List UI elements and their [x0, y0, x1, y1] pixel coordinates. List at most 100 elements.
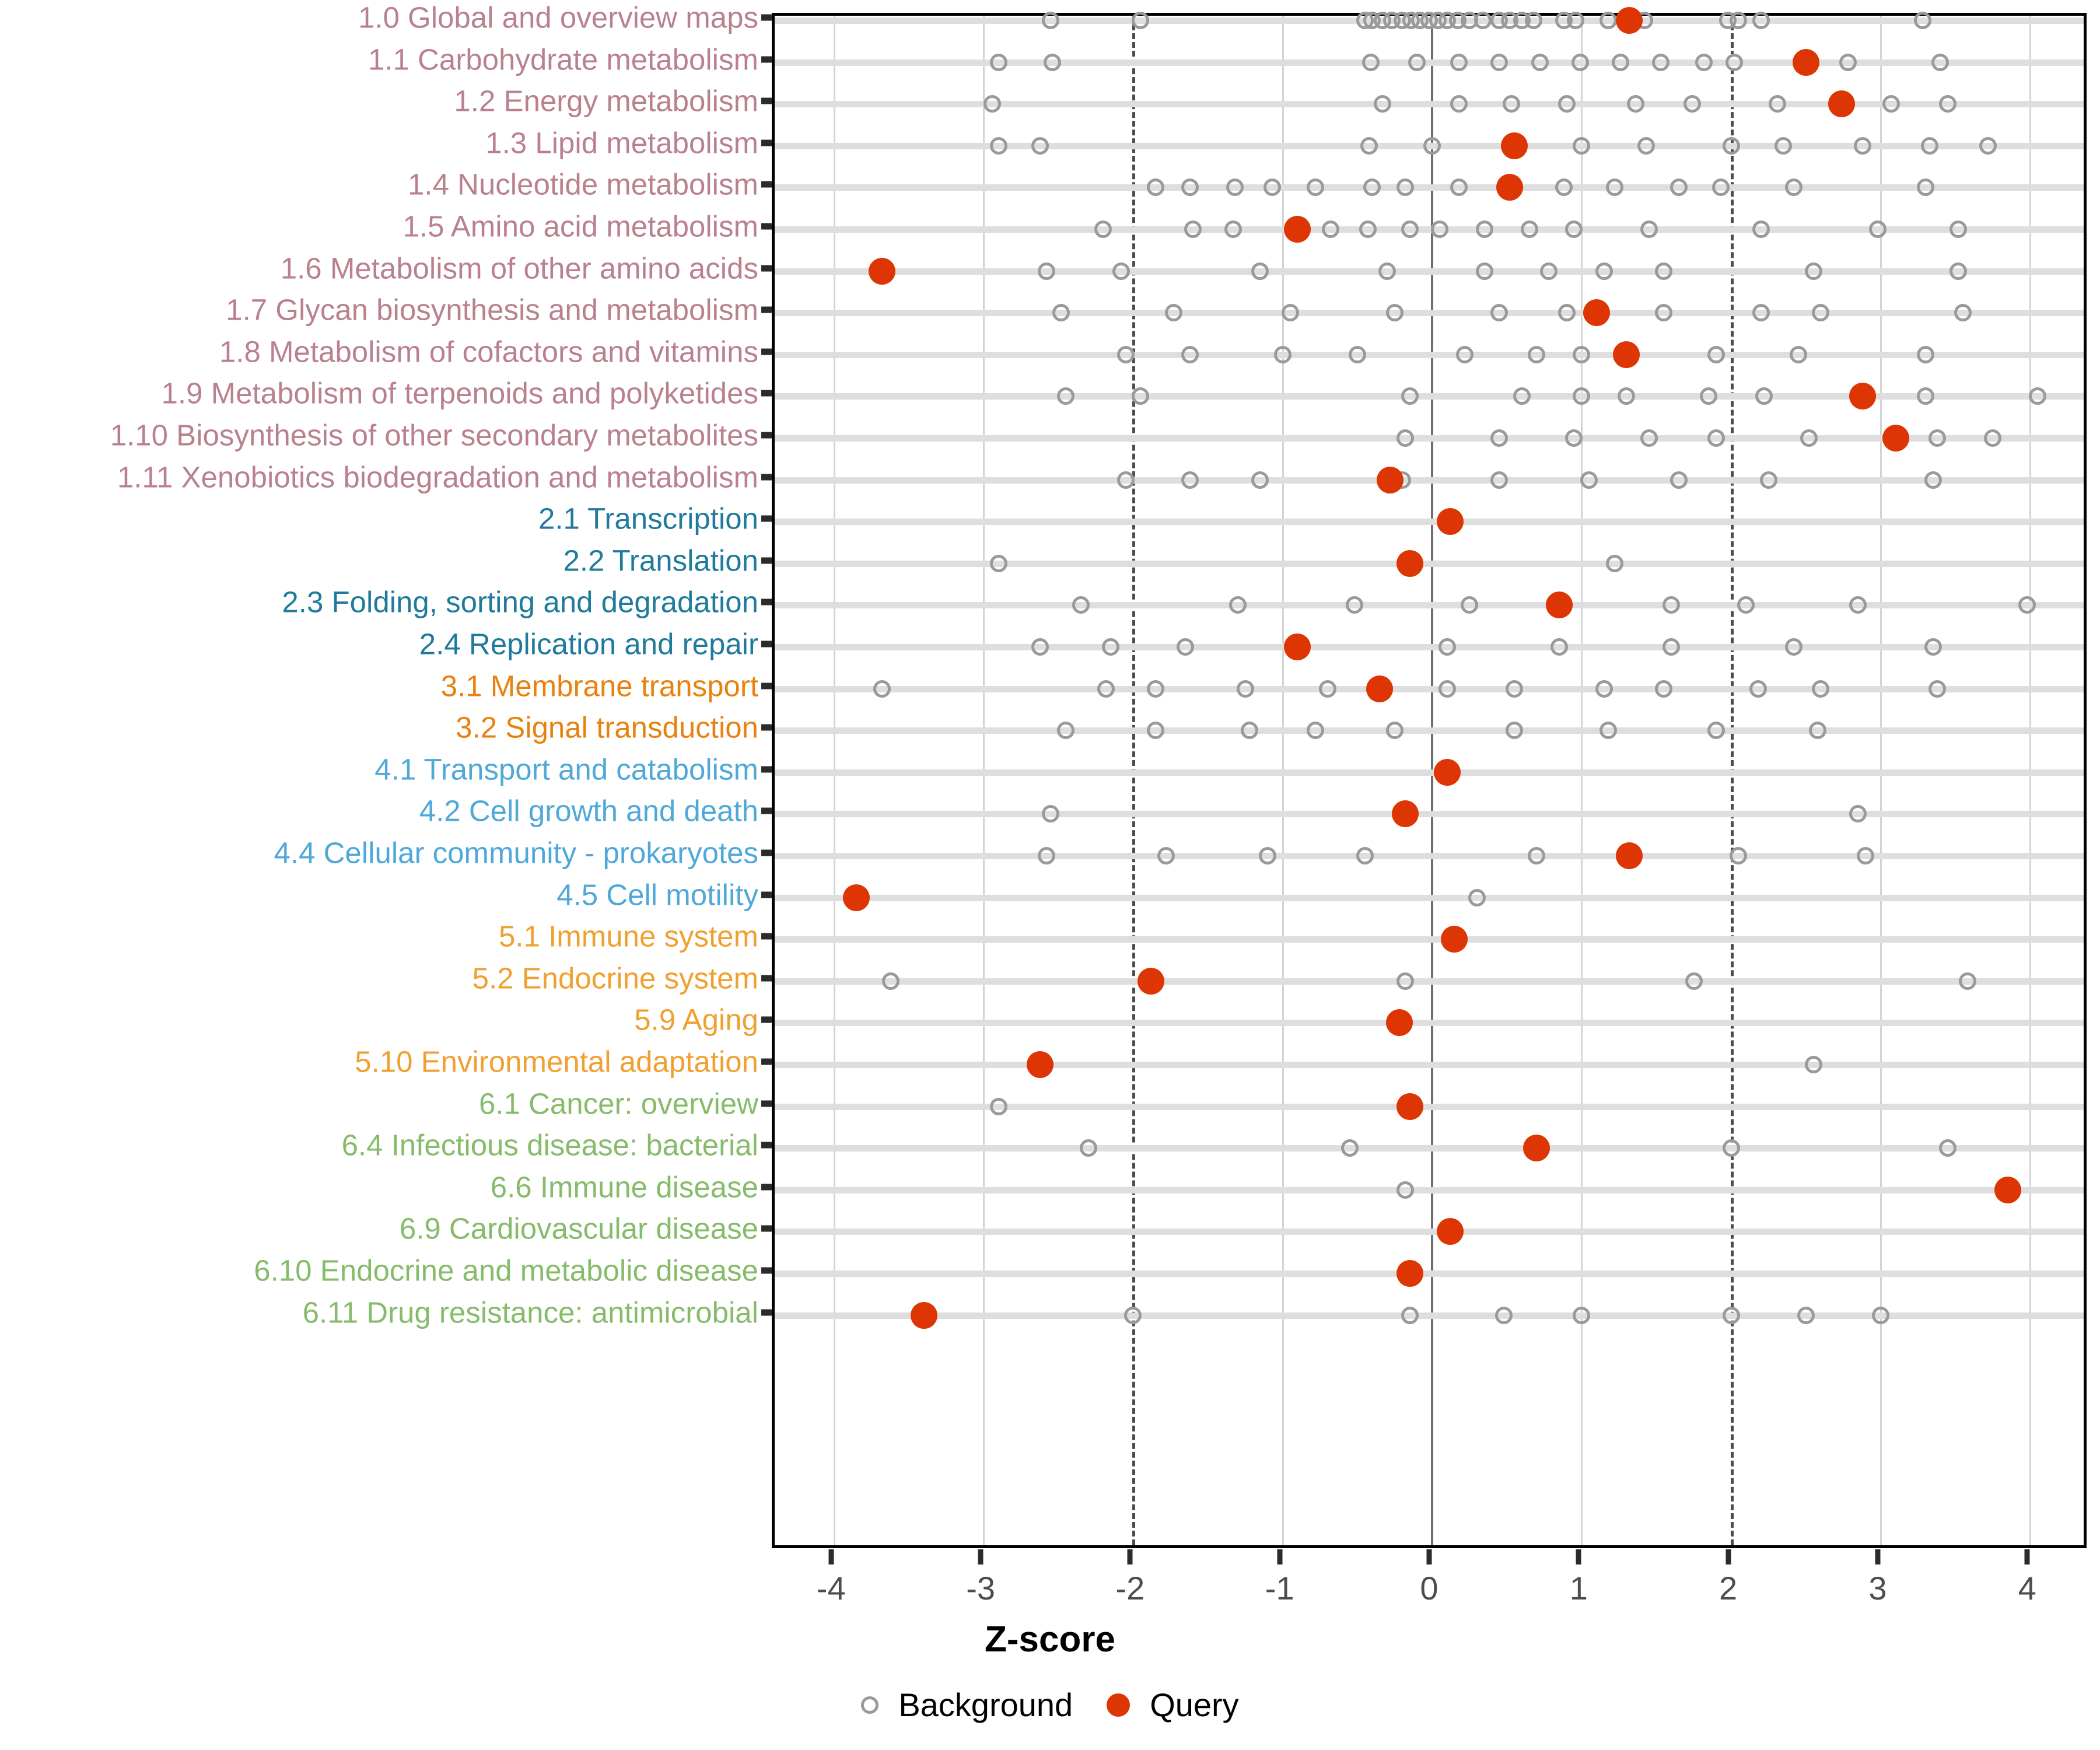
y-axis-category-label: 4.4 Cellular community - prokaryotes	[274, 836, 758, 870]
query-point	[1882, 425, 1909, 452]
background-point	[1450, 178, 1468, 197]
background-point	[1042, 12, 1060, 29]
background-point	[1605, 178, 1623, 197]
x-axis-tick	[978, 1549, 984, 1564]
y-axis-category-label: 2.4 Replication and repair	[419, 627, 758, 661]
background-point	[1707, 722, 1725, 740]
background-point	[1236, 680, 1254, 698]
y-axis-category-label: 1.7 Glycan biosynthesis and metabolism	[226, 293, 758, 327]
query-point	[1377, 466, 1404, 494]
background-point	[1043, 53, 1061, 71]
gridline-row	[775, 477, 2084, 484]
background-point	[1785, 178, 1803, 197]
background-point	[1396, 178, 1414, 197]
query-point	[1441, 926, 1468, 953]
background-point	[1868, 220, 1887, 238]
background-point	[1251, 262, 1269, 280]
background-point	[1573, 136, 1591, 155]
y-axis-category-label: 1.0 Global and overview maps	[358, 1, 758, 34]
background-point	[1495, 1306, 1513, 1324]
gridline-row	[775, 435, 2084, 442]
y-axis-category-label: 1.3 Lipid metabolism	[485, 126, 758, 160]
background-point	[1408, 53, 1426, 71]
background-point	[1722, 1306, 1740, 1324]
background-point	[1490, 429, 1508, 447]
background-point	[1567, 12, 1585, 29]
gridline-row	[775, 853, 2084, 859]
query-point	[843, 884, 870, 911]
gridline-row	[775, 769, 2084, 776]
background-point	[1374, 95, 1392, 113]
y-axis-tick	[761, 515, 772, 522]
background-point	[1571, 53, 1589, 71]
background-point	[1580, 471, 1598, 489]
background-point	[1450, 95, 1468, 113]
x-axis-tick-label: 1	[1569, 1570, 1588, 1606]
background-point	[1921, 136, 1939, 155]
background-point	[1573, 1306, 1591, 1324]
legend-label-query: Query	[1150, 1686, 1239, 1723]
background-point	[1849, 596, 1867, 614]
background-point	[1345, 596, 1363, 614]
y-axis-tick	[761, 181, 772, 188]
x-axis-tick-label: 4	[2018, 1570, 2036, 1606]
query-point	[1616, 7, 1643, 34]
background-point	[1132, 12, 1150, 29]
gridline-x--3	[983, 16, 985, 1545]
background-point	[1181, 345, 1199, 363]
y-axis-category-label: 3.1 Membrane transport	[440, 669, 758, 703]
background-point	[1558, 95, 1576, 113]
background-point	[1555, 178, 1573, 197]
y-axis-tick	[761, 807, 772, 814]
query-point	[1433, 758, 1461, 786]
x-axis-tick-label: -2	[1115, 1570, 1145, 1606]
background-point	[1662, 596, 1681, 614]
background-point	[1531, 53, 1549, 71]
background-point	[1037, 262, 1055, 280]
background-point	[2018, 596, 2036, 614]
y-axis-category-label: 6.6 Immune disease	[490, 1170, 758, 1204]
y-axis-tick	[761, 975, 772, 982]
query-point	[1994, 1176, 2021, 1203]
background-point	[1924, 471, 1942, 489]
background-point	[1573, 387, 1591, 405]
background-point	[1079, 1139, 1097, 1157]
background-point	[1052, 304, 1070, 322]
background-point	[1749, 680, 1767, 698]
legend-item-query: Query	[1107, 1686, 1239, 1724]
query-point	[1284, 216, 1311, 243]
query-point	[1396, 1260, 1423, 1287]
y-axis-tick	[761, 849, 772, 856]
query-point	[1027, 1051, 1054, 1078]
y-axis-tick	[761, 766, 772, 773]
y-axis-tick	[761, 265, 772, 272]
background-point	[1251, 471, 1269, 489]
query-point	[868, 257, 895, 285]
background-point	[1321, 220, 1339, 238]
gridline-row	[775, 1186, 2084, 1194]
x-axis-tick	[1277, 1549, 1283, 1564]
y-axis-category-label: 5.10 Environmental adaptation	[355, 1045, 758, 1079]
y-axis-category-label: 4.1 Transport and catabolism	[374, 752, 758, 786]
x-axis-tick	[1426, 1549, 1432, 1564]
background-point	[1490, 53, 1508, 71]
background-point	[1226, 178, 1244, 197]
x-axis-title: Z-score	[985, 1619, 1115, 1660]
background-point	[1528, 847, 1546, 864]
background-point	[1550, 638, 1568, 656]
gridline-row	[775, 1062, 2084, 1068]
background-point	[1759, 471, 1777, 489]
background-point	[1950, 262, 1968, 280]
y-axis-tick	[761, 1184, 772, 1191]
gridline-row	[775, 644, 2084, 650]
background-point	[984, 95, 1002, 113]
background-point	[1263, 178, 1281, 197]
background-point	[1273, 345, 1292, 363]
y-axis-category-label: 1.9 Metabolism of terpenoids and polyket…	[161, 376, 758, 410]
background-point	[1662, 638, 1681, 656]
background-point	[1730, 12, 1748, 29]
background-point	[1116, 345, 1135, 363]
background-point	[1712, 178, 1730, 197]
background-point	[1618, 387, 1636, 405]
background-point	[1730, 847, 1748, 864]
